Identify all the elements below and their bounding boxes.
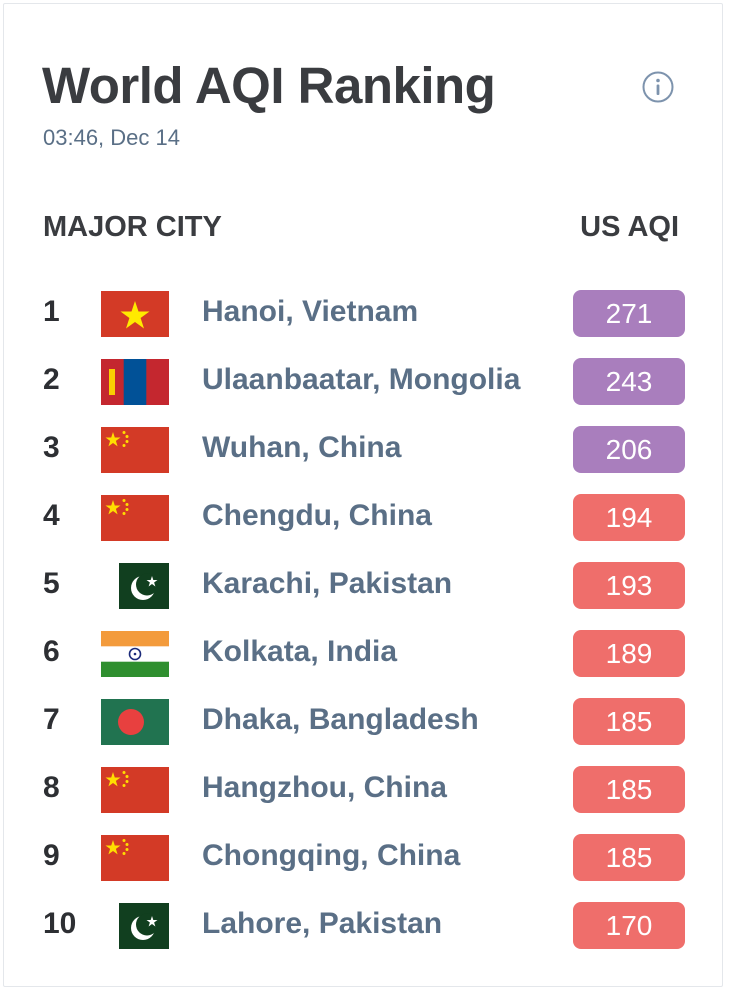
column-header-city: MAJOR CITY [43,211,222,243]
city-name[interactable]: Kolkata, India [202,635,398,668]
aqi-badge[interactable]: 194 [573,494,685,541]
india-flag-icon [101,631,169,677]
city-name[interactable]: Ulaanbaatar, Mongolia [202,363,521,396]
rank-number: 5 [43,567,60,600]
aqi-ranking-card: World AQI Ranking 03:46, Dec 14 MAJOR CI… [3,3,723,987]
column-header-aqi: US AQI [580,211,679,243]
city-name[interactable]: Dhaka, Bangladesh [202,703,479,736]
aqi-badge[interactable]: 185 [573,766,685,813]
china-flag-icon [101,427,169,473]
aqi-badge[interactable]: 185 [573,698,685,745]
ranking-row[interactable]: 10 Lahore, Pakistan 170 [4,902,724,950]
rank-number: 2 [43,363,60,396]
city-name[interactable]: Hangzhou, China [202,771,447,804]
city-name[interactable]: Chengdu, China [202,499,432,532]
rank-number: 3 [43,431,60,464]
pakistan-flag-icon [119,903,169,949]
rank-number: 9 [43,839,60,872]
rank-number: 8 [43,771,60,804]
aqi-badge[interactable]: 271 [573,290,685,337]
ranking-row[interactable]: 6 Kolkata, India 189 [4,630,724,678]
aqi-badge[interactable]: 243 [573,358,685,405]
pakistan-flag-icon [119,563,169,609]
ranking-row[interactable]: 5 Karachi, Pakistan 193 [4,562,724,610]
city-name[interactable]: Hanoi, Vietnam [202,295,419,328]
china-flag-icon [101,835,169,881]
rank-number: 6 [43,635,60,668]
mongolia-flag-icon [101,359,169,405]
city-name[interactable]: Lahore, Pakistan [202,907,443,940]
rank-number: 4 [43,499,60,532]
aqi-badge[interactable]: 193 [573,562,685,609]
china-flag-icon [101,495,169,541]
china-flag-icon [101,767,169,813]
ranking-row[interactable]: 4 Chengdu, China 194 [4,494,724,542]
vietnam-flag-icon [101,291,169,337]
city-name[interactable]: Wuhan, China [202,431,402,464]
ranking-row[interactable]: 9 Chongqing, China 185 [4,834,724,882]
aqi-badge[interactable]: 185 [573,834,685,881]
page-title: World AQI Ranking [42,57,496,114]
ranking-row[interactable]: 8 Hangzhou, China 185 [4,766,724,814]
city-name[interactable]: Chongqing, China [202,839,461,872]
ranking-row[interactable]: 2 Ulaanbaatar, Mongolia 243 [4,358,724,406]
city-name[interactable]: Karachi, Pakistan [202,567,453,600]
info-icon[interactable] [642,71,674,103]
rank-number: 10 [43,907,77,940]
ranking-row[interactable]: 1 Hanoi, Vietnam 271 [4,290,724,338]
aqi-badge[interactable]: 206 [573,426,685,473]
bangladesh-flag-icon [101,699,169,745]
aqi-badge[interactable]: 189 [573,630,685,677]
ranking-row[interactable]: 7 Dhaka, Bangladesh 185 [4,698,724,746]
rank-number: 7 [43,703,60,736]
ranking-row[interactable]: 3 Wuhan, China 206 [4,426,724,474]
rank-number: 1 [43,295,60,328]
timestamp: 03:46, Dec 14 [43,125,180,150]
aqi-badge[interactable]: 170 [573,902,685,949]
